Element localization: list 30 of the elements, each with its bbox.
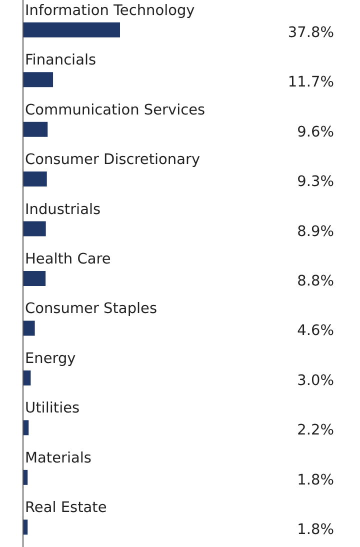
y-tick-label: Communication Services — [25, 102, 206, 118]
y-tick-label: Utilities — [25, 400, 80, 417]
y-tick-label: Industrials — [25, 202, 101, 218]
y-tick-label: Consumer Discretionary — [25, 152, 200, 168]
data-label: 4.6% — [297, 323, 334, 340]
data-label: 8.8% — [297, 274, 334, 290]
data-label: 1.8% — [297, 522, 334, 538]
y-tick-label: Energy — [25, 350, 76, 367]
data-label: 11.7% — [288, 74, 334, 91]
y-tick-label: Financials — [25, 52, 96, 69]
data-label: 37.8% — [288, 24, 334, 41]
y-tick-label: Consumer Staples — [25, 301, 158, 318]
bar — [23, 72, 54, 88]
y-tick-label: Information Technology — [25, 2, 196, 19]
bar — [23, 370, 31, 386]
bar — [23, 172, 47, 187]
bar — [23, 22, 120, 38]
data-label: 8.9% — [297, 224, 334, 240]
data-label: 1.8% — [297, 472, 334, 488]
y-tick-label: Real Estate — [25, 500, 107, 516]
data-label: 9.6% — [297, 124, 334, 140]
bar — [23, 271, 46, 286]
bar — [23, 320, 35, 336]
bar — [23, 122, 48, 137]
bar — [23, 221, 46, 236]
y-tick-label: Health Care — [25, 252, 111, 268]
y-tick-label: Materials — [25, 450, 92, 466]
data-label: 9.3% — [297, 174, 334, 190]
data-label: 3.0% — [297, 372, 334, 389]
data-label: 2.2% — [297, 422, 334, 439]
